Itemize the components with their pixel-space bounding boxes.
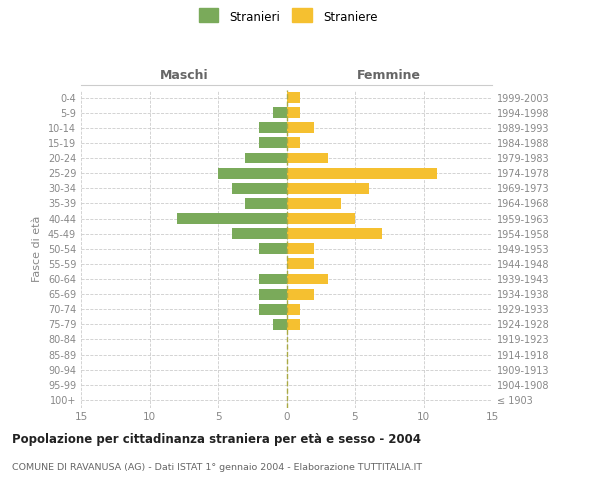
Legend: Stranieri, Straniere: Stranieri, Straniere: [196, 8, 380, 26]
Bar: [259, 244, 287, 254]
Bar: [287, 183, 369, 194]
Text: COMUNE DI RAVANUSA (AG) - Dati ISTAT 1° gennaio 2004 - Elaborazione TUTTITALIA.I: COMUNE DI RAVANUSA (AG) - Dati ISTAT 1° …: [12, 462, 422, 471]
Bar: [287, 319, 300, 330]
Bar: [287, 228, 382, 239]
Bar: [287, 274, 328, 284]
Bar: [218, 168, 287, 178]
Y-axis label: Fasce di età: Fasce di età: [32, 216, 42, 282]
Bar: [287, 107, 300, 118]
Bar: [287, 152, 328, 164]
Bar: [259, 304, 287, 314]
Bar: [273, 107, 287, 118]
Bar: [287, 304, 300, 314]
Bar: [287, 138, 300, 148]
Bar: [259, 138, 287, 148]
Bar: [287, 258, 314, 270]
Bar: [232, 183, 287, 194]
Text: Maschi: Maschi: [160, 70, 208, 82]
Bar: [259, 122, 287, 133]
Bar: [232, 228, 287, 239]
Bar: [259, 288, 287, 300]
Bar: [287, 122, 314, 133]
Bar: [287, 92, 300, 103]
Bar: [245, 152, 287, 164]
Bar: [287, 198, 341, 209]
Text: Femmine: Femmine: [357, 70, 421, 82]
Bar: [287, 288, 314, 300]
Bar: [259, 274, 287, 284]
Bar: [273, 319, 287, 330]
Bar: [287, 244, 314, 254]
Bar: [287, 168, 437, 178]
Bar: [287, 213, 355, 224]
Text: Popolazione per cittadinanza straniera per età e sesso - 2004: Popolazione per cittadinanza straniera p…: [12, 432, 421, 446]
Bar: [245, 198, 287, 209]
Bar: [177, 213, 287, 224]
